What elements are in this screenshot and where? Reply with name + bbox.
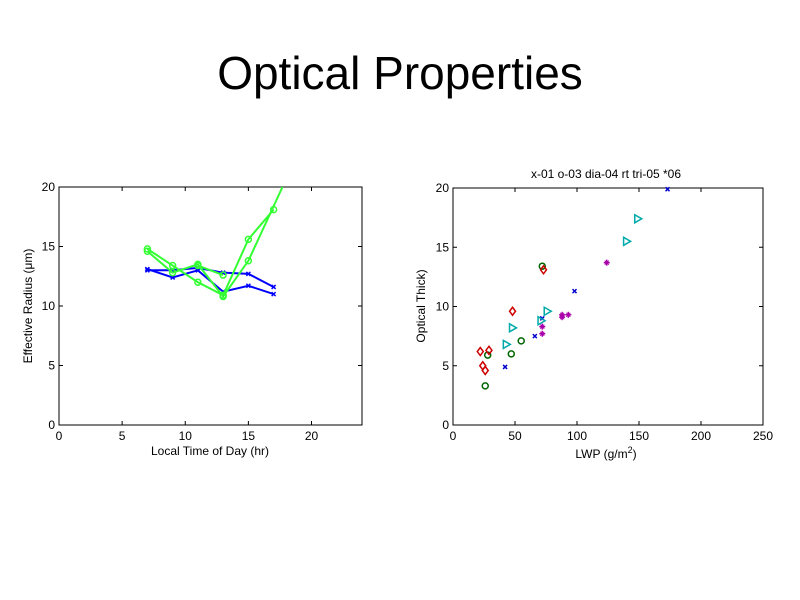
data-point	[539, 323, 546, 330]
data-point	[539, 330, 546, 337]
data-point	[481, 365, 490, 376]
left-y-ticks: 0 5 10 15 20	[42, 180, 362, 432]
left-x-ticks: 0 5 10 15 20	[56, 187, 319, 443]
data-point	[532, 333, 538, 339]
data-point	[565, 311, 572, 318]
y-tick-label: 20	[436, 181, 450, 195]
y-tick-label: 5	[48, 359, 55, 373]
right-y-ticks: 0 5 10 15 20	[436, 181, 763, 432]
x-tick-label: 250	[753, 429, 773, 443]
data-point	[664, 186, 671, 192]
x-tick-label: 150	[629, 429, 649, 443]
data-point	[538, 262, 547, 270]
data-point	[168, 268, 177, 277]
x-tick-label: 200	[691, 429, 711, 443]
x-tick-label: 0	[56, 429, 63, 443]
right-plot-frame	[452, 187, 764, 426]
data-point	[168, 261, 177, 270]
data-point	[245, 271, 251, 277]
right-x-axis-label: LWP (g/m2)	[575, 445, 636, 461]
right-x-ticks: 0 50 100 150 200 250	[450, 188, 773, 443]
data-point	[143, 247, 152, 256]
data-point	[271, 291, 277, 297]
left-series	[143, 186, 284, 301]
y-tick-label: 10	[42, 299, 56, 313]
x-tick-label: 10	[179, 429, 193, 443]
x-tick-label: 15	[242, 429, 256, 443]
data-point	[194, 261, 202, 270]
data-point	[539, 264, 548, 276]
data-point	[271, 284, 277, 290]
right-x-axis-label-end: )	[633, 447, 637, 461]
left-x-axis-label: Local Time of Day (hr)	[151, 444, 269, 458]
data-point	[219, 292, 227, 301]
series-line	[146, 186, 284, 299]
y-tick-label: 20	[42, 180, 56, 194]
data-point	[571, 288, 578, 294]
right-chart-title: x-01 o-03 dia-04 rt tri-05 *06	[531, 167, 681, 181]
y-tick-label: 5	[442, 359, 449, 373]
data-point	[517, 337, 525, 345]
x-tick-label: 20	[305, 429, 319, 443]
slide-title: Optical Properties	[217, 47, 583, 99]
data-point	[559, 314, 566, 321]
x-tick-label: 50	[508, 429, 522, 443]
y-tick-label: 0	[442, 418, 449, 432]
data-point	[502, 339, 512, 350]
data-point	[244, 257, 253, 265]
left-chart: 0 5 10 15 20 0 5 10 15 20 Local Time of Day (hr)…	[21, 180, 363, 458]
data-point	[481, 382, 489, 390]
right-x-axis-label-sup: 2	[628, 445, 633, 455]
right-x-axis-label-main: LWP (g/m	[575, 447, 627, 461]
x-tick-label: 5	[119, 429, 126, 443]
data-point	[502, 364, 508, 370]
data-point	[194, 278, 202, 286]
data-point	[244, 235, 253, 244]
left-y-axis-label: Effective Radius (μm)	[21, 249, 35, 364]
data-point	[537, 315, 547, 327]
data-point	[485, 345, 493, 356]
data-point	[144, 267, 150, 273]
data-point	[543, 305, 553, 317]
y-tick-label: 15	[436, 240, 450, 254]
x-tick-label: 0	[450, 429, 457, 443]
y-tick-label: 0	[48, 418, 55, 432]
data-point	[634, 213, 644, 225]
data-point	[508, 305, 517, 317]
series-line	[146, 208, 275, 297]
series-line	[197, 264, 224, 276]
y-tick-label: 10	[436, 300, 450, 314]
x-tick-label: 100	[567, 429, 587, 443]
right-series	[476, 186, 671, 390]
left-plot-frame	[58, 186, 363, 426]
data-point	[508, 322, 519, 334]
y-tick-label: 15	[42, 240, 56, 254]
data-point	[622, 236, 633, 247]
data-point	[245, 283, 251, 289]
right-chart: x-01 o-03 dia-04 rt tri-05 *06 0 50 100 150…	[414, 167, 773, 461]
data-point	[219, 271, 227, 279]
data-point	[603, 259, 610, 266]
data-point	[507, 350, 516, 358]
data-point	[476, 346, 485, 357]
right-y-axis-label: Optical Thick)	[414, 269, 428, 342]
